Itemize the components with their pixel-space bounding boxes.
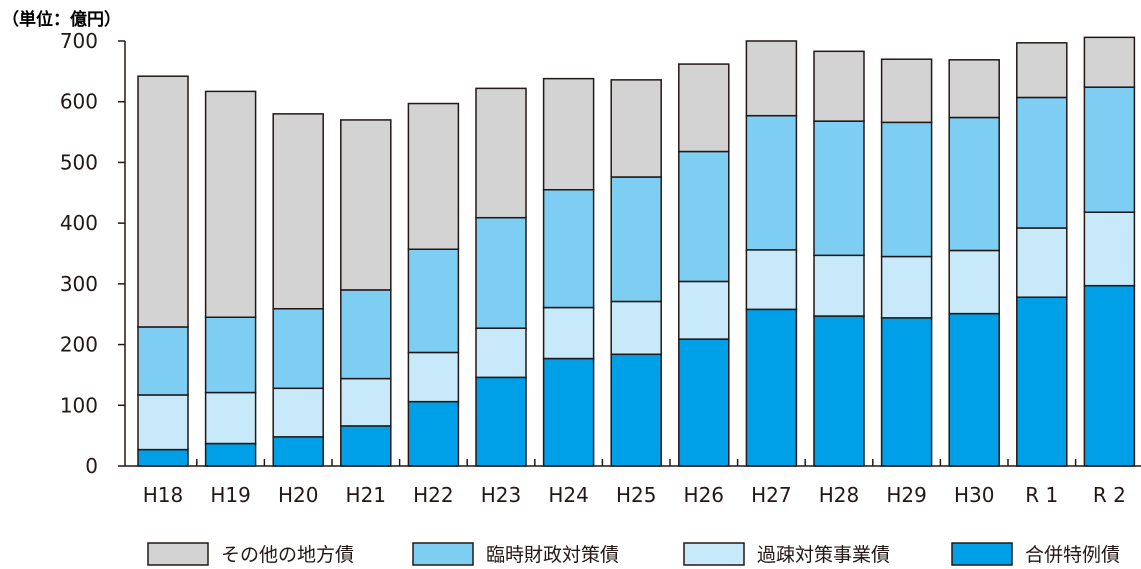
- bar-segment: [678, 63, 730, 153]
- y-tick-label: 300: [60, 272, 98, 296]
- legend-swatch: [147, 542, 209, 566]
- bar-segment: [678, 280, 730, 340]
- y-tick-label: 500: [60, 150, 98, 174]
- bar-segment: [204, 90, 257, 319]
- unit-label: （単位：億円）: [2, 9, 121, 30]
- bar-segment: [137, 448, 189, 467]
- x-tick-label: H23: [481, 483, 522, 507]
- x-tick-label: H24: [548, 483, 589, 507]
- bar-segment: [137, 326, 189, 396]
- bar-segment: [745, 114, 798, 251]
- legend-swatch: [683, 542, 745, 566]
- bar-segment: [948, 249, 1000, 315]
- x-tick-label: H29: [886, 483, 927, 507]
- bar-segment: [880, 255, 933, 319]
- bar-segment: [745, 40, 798, 117]
- bar-segment: [137, 75, 189, 328]
- bar-segment: [610, 79, 662, 178]
- bar-segment: [407, 351, 460, 403]
- bar-segment: [272, 387, 324, 438]
- bar-segment: [475, 87, 527, 219]
- bar-segment: [813, 120, 865, 257]
- bar-segment: [272, 113, 324, 310]
- bar-segment: [542, 77, 595, 191]
- bar-segment: [340, 289, 392, 380]
- bar-segment: [204, 391, 257, 445]
- x-tick-label: H25: [616, 483, 657, 507]
- x-tick-label: R 1: [1025, 483, 1058, 507]
- bar-segment: [948, 116, 1000, 252]
- legend-swatch: [412, 542, 474, 566]
- bar-segment: [340, 377, 392, 427]
- axes: [124, 41, 1141, 467]
- y-tick-label: 100: [60, 393, 98, 417]
- bar-segment: [137, 394, 189, 451]
- bar-segment: [204, 316, 257, 394]
- bar-segment: [1016, 96, 1068, 229]
- bar-segment: [610, 176, 662, 303]
- legend-label: その他の地方債: [221, 544, 354, 566]
- bar-segment: [813, 50, 865, 122]
- bar-segment: [340, 425, 392, 467]
- x-tick-label: H19: [210, 483, 251, 507]
- bar-segment: [813, 254, 865, 317]
- x-tick-label: H26: [684, 483, 725, 507]
- bar-segment: [880, 121, 933, 258]
- bar-segment: [475, 327, 527, 379]
- bar-segment: [1083, 284, 1136, 467]
- x-tick-label: H21: [346, 483, 387, 507]
- bar-segment: [610, 300, 662, 356]
- bar-segment: [542, 189, 595, 309]
- y-tick-label: 700: [60, 29, 98, 53]
- bar-segment: [948, 312, 1000, 467]
- bar-segment: [1083, 36, 1136, 88]
- bar-segment: [678, 338, 730, 467]
- x-tick-label: H18: [143, 483, 184, 507]
- bar-segment: [475, 376, 527, 467]
- y-tick-label: 200: [60, 333, 98, 357]
- bar-segment: [407, 400, 460, 467]
- legend-label: 合併特例債: [1025, 544, 1120, 566]
- bar-segment: [745, 249, 798, 311]
- bar-segment: [340, 119, 392, 291]
- bar-segment: [407, 102, 460, 250]
- y-tick-label: 0: [85, 454, 98, 478]
- x-tick-label: R 2: [1093, 483, 1126, 507]
- bar-segment: [204, 442, 257, 467]
- legend-swatch: [951, 542, 1013, 566]
- bar-segment: [745, 308, 798, 467]
- bar-segment: [813, 315, 865, 467]
- x-tick-label: H22: [413, 483, 454, 507]
- bar-segment: [610, 353, 662, 467]
- bar-segment: [407, 248, 460, 354]
- bar-segment: [1083, 211, 1136, 287]
- bar-segment: [880, 58, 933, 124]
- y-axis-ticks: 0 100 200 300 400 500 600 700: [60, 29, 125, 478]
- bar-segment: [880, 317, 933, 467]
- y-tick-label: 400: [60, 211, 98, 235]
- x-tick-label: H30: [954, 483, 995, 507]
- bar-segment: [475, 216, 527, 329]
- y-tick-label: 600: [60, 90, 98, 114]
- bar-segment: [678, 150, 730, 283]
- bar-segment: [272, 436, 324, 467]
- legend-label: 臨時財政対策債: [486, 544, 619, 566]
- bar-segment: [1016, 227, 1068, 298]
- legend-label: 過疎対策事業債: [757, 544, 890, 566]
- x-tick-label: H27: [751, 483, 792, 507]
- legend: その他の地方債 臨時財政対策債 過疎対策事業債 合併特例債: [147, 542, 1120, 566]
- bars: [137, 36, 1136, 467]
- bar-segment: [542, 357, 595, 467]
- x-axis-labels: H18 H19 H20 H21 H22 H23 H24 H25 H26 H27 H28 H29 H30 R…: [143, 483, 1126, 507]
- bar-segment: [542, 306, 595, 360]
- bar-segment: [948, 59, 1000, 119]
- bar-segment: [272, 308, 324, 390]
- x-tick-label: H20: [278, 483, 319, 507]
- bar-segment: [1083, 86, 1136, 213]
- x-tick-label: H28: [819, 483, 860, 507]
- bar-segment: [1016, 42, 1068, 99]
- bar-segment: [1016, 296, 1068, 467]
